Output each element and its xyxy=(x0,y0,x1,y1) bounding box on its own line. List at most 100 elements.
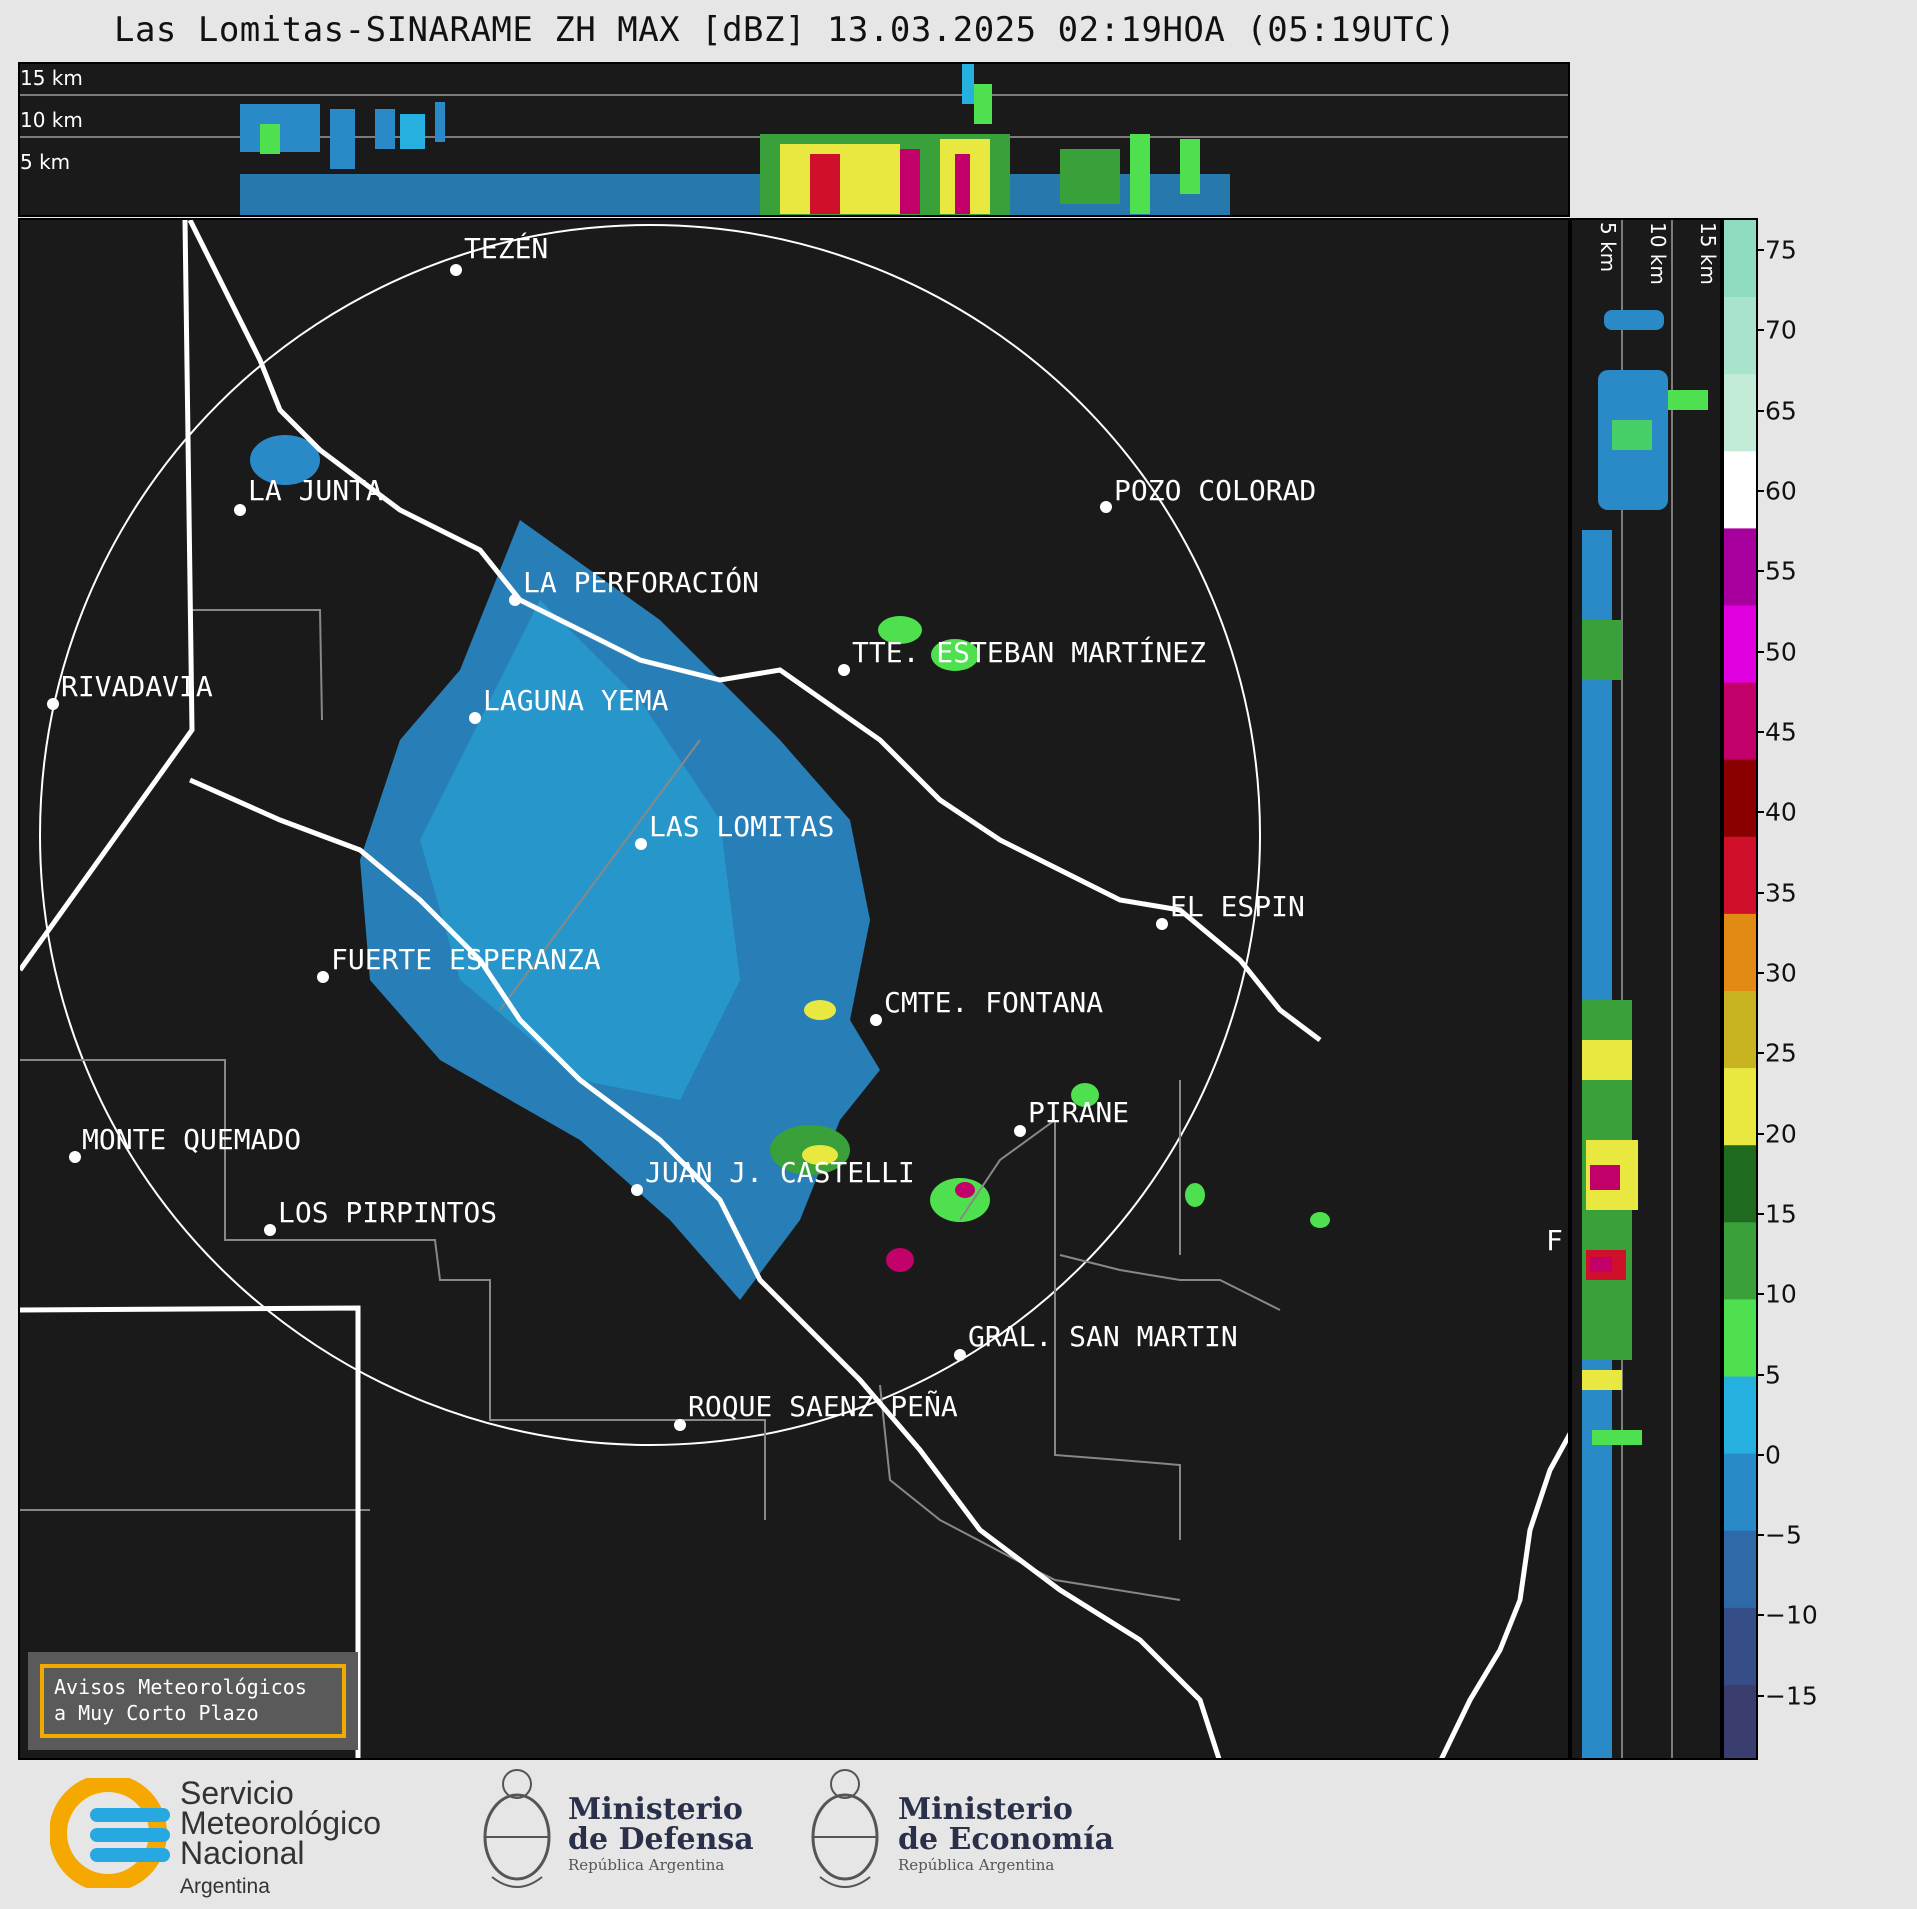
colorbar-band xyxy=(1724,374,1756,453)
colorbar-tick-label: 75 xyxy=(1765,235,1797,265)
smn-line3: Nacional xyxy=(180,1835,305,1871)
colorbar-tick-mark xyxy=(1757,570,1764,573)
city-dot-la-perforacion xyxy=(509,594,521,606)
colorbar-band xyxy=(1724,528,1756,607)
colorbar-tick-mark xyxy=(1757,1453,1764,1456)
colorbar-tick-mark xyxy=(1757,1614,1764,1617)
side-alt-15km: 15 km xyxy=(1696,222,1720,285)
colorbar-band xyxy=(1724,1530,1756,1609)
colorbar-tick-label: 0 xyxy=(1765,1440,1781,1470)
smn-logo xyxy=(49,1774,170,1892)
defensa-line1: Ministerio xyxy=(568,1792,743,1827)
city-dot-tezen xyxy=(450,264,462,276)
smn-line2: Meteorológico xyxy=(180,1805,381,1841)
colorbar-tick-label: 15 xyxy=(1765,1199,1797,1229)
colorbar-band xyxy=(1724,836,1756,915)
colorbar-tick-label: 25 xyxy=(1765,1038,1797,1068)
colorbar-band xyxy=(1724,682,1756,761)
colorbar-band xyxy=(1724,1684,1756,1758)
avisos-box[interactable]: Avisos Meteorológicos a Muy Corto Plazo xyxy=(28,1652,358,1750)
city-label-monte-quemado: MONTE QUEMADO xyxy=(82,1123,302,1156)
colorbar-band xyxy=(1724,451,1756,530)
city-dot-la-junta xyxy=(234,504,246,516)
colorbar-band xyxy=(1724,913,1756,992)
colorbar-tick-mark xyxy=(1757,971,1764,974)
colorbar-band xyxy=(1724,297,1756,376)
economia-line2: de Economía xyxy=(898,1822,1115,1857)
city-dot-laguna-yema xyxy=(469,712,481,724)
city-dot-juan-j-castelli xyxy=(631,1184,643,1196)
colorbar-tick-mark xyxy=(1757,1534,1764,1537)
city-label-f: F xyxy=(1546,1224,1563,1257)
colorbar-band xyxy=(1724,1145,1756,1224)
colorbar-tick-label: 40 xyxy=(1765,797,1797,827)
avisos-inner: Avisos Meteorológicos a Muy Corto Plazo xyxy=(40,1664,346,1738)
city-label-rivadavia: RIVADAVIA xyxy=(61,670,213,703)
city-label-el-espinillo: EL ESPIN xyxy=(1170,890,1305,923)
economia-sub: República Argentina xyxy=(898,1856,1055,1874)
side-profile-svg xyxy=(1582,220,1708,1758)
colorbar-tick-label: 45 xyxy=(1765,717,1797,747)
colorbar xyxy=(1722,218,1758,1760)
city-dot-pozo-colorado xyxy=(1100,501,1112,513)
colorbar-tick-mark xyxy=(1757,811,1764,814)
defensa-seal-svg xyxy=(483,1769,551,1888)
colorbar-band xyxy=(1724,1376,1756,1455)
colorbar-tick-label: 35 xyxy=(1765,878,1797,908)
colorbar-tick-mark xyxy=(1757,249,1764,252)
city-dot-roque-saenz-pena xyxy=(674,1419,686,1431)
colorbar-tick-label: −5 xyxy=(1765,1520,1802,1550)
smn-text: Servicio Meteorológico Nacional Argentin… xyxy=(180,1775,381,1902)
colorbar-tick-label: 60 xyxy=(1765,476,1797,506)
city-dot-el-espinillo xyxy=(1156,918,1168,930)
colorbar-tick-mark xyxy=(1757,1694,1764,1697)
city-label-tte-esteban-martinez: TTE. ESTEBAN MARTÍNEZ xyxy=(852,636,1207,669)
colorbar-svg xyxy=(1724,220,1756,1758)
city-label-fuerte-esperanza: FUERTE ESPERANZA xyxy=(331,943,601,976)
colorbar-tick-label: −15 xyxy=(1765,1681,1818,1711)
colorbar-tick-mark xyxy=(1757,1052,1764,1055)
colorbar-band xyxy=(1724,605,1756,684)
city-dot-los-pirpintos xyxy=(264,1224,276,1236)
defensa-seal-icon xyxy=(472,1762,562,1901)
city-dot-gral-san-martin xyxy=(954,1349,966,1361)
top-alt-15km: 15 km xyxy=(20,66,83,90)
colorbar-band xyxy=(1724,1068,1756,1147)
smn-sub: Argentina xyxy=(180,1875,270,1898)
colorbar-band xyxy=(1724,220,1756,299)
city-label-pozo-colorado: POZO COLORAD xyxy=(1114,474,1317,507)
colorbar-band xyxy=(1724,1607,1756,1686)
colorbar-tick-label: −10 xyxy=(1765,1600,1818,1630)
city-label-las-lomitas: LAS LOMITAS xyxy=(649,810,835,843)
colorbar-tick-mark xyxy=(1757,329,1764,332)
side-alt-5km: 5 km xyxy=(1596,222,1620,273)
city-label-juan-j-castelli: JUAN J. CASTELLI xyxy=(645,1156,915,1189)
radar-map: TEZÉN LA JUNTA POZO COLORAD LA PERFORACI… xyxy=(18,218,1570,1760)
economia-line1: Ministerio xyxy=(898,1792,1073,1827)
colorbar-tick-label: 50 xyxy=(1765,637,1797,667)
colorbar-tick-label: 10 xyxy=(1765,1279,1797,1309)
smn-logo-icon xyxy=(49,1774,170,1892)
colorbar-tick-mark xyxy=(1757,1293,1764,1296)
city-dot-las-lomitas xyxy=(635,838,647,850)
city-label-pirane: PIRANE xyxy=(1028,1096,1130,1129)
radar-map-svg xyxy=(20,220,1568,1758)
city-label-laguna-yema: LAGUNA YEMA xyxy=(483,684,669,717)
side-vertical-profile: 5 km 10 km 15 km xyxy=(1570,218,1722,1760)
city-dot-tte-esteban-martinez xyxy=(838,664,850,676)
colorbar-band xyxy=(1724,1222,1756,1301)
colorbar-tick-mark xyxy=(1757,1212,1764,1215)
city-label-la-perforacion: LA PERFORACIÓN xyxy=(523,566,760,599)
avisos-line1: Avisos Meteorológicos xyxy=(54,1675,307,1699)
smn-line1: Servicio xyxy=(180,1775,294,1811)
colorbar-tick-mark xyxy=(1757,409,1764,412)
economia-seal-svg xyxy=(811,1769,879,1888)
city-dot-rivadavia xyxy=(47,698,59,710)
colorbar-band xyxy=(1724,759,1756,838)
top-profile-svg xyxy=(20,64,1568,215)
city-dot-monte-quemado xyxy=(69,1151,81,1163)
city-label-los-pirpintos: LOS PIRPINTOS xyxy=(278,1196,498,1229)
city-label-tezen: TEZÉN xyxy=(464,232,549,265)
city-dot-cmte-fontana xyxy=(870,1014,882,1026)
city-label-la-junta: LA JUNTA xyxy=(248,474,383,507)
